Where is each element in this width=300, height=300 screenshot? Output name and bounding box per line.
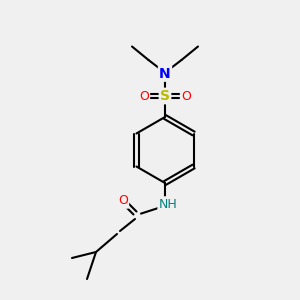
Text: O: O [181, 89, 191, 103]
Text: N: N [159, 67, 171, 80]
Text: S: S [160, 89, 170, 103]
Text: O: O [139, 89, 149, 103]
Text: NH: NH [159, 197, 177, 211]
Text: O: O [118, 194, 128, 208]
